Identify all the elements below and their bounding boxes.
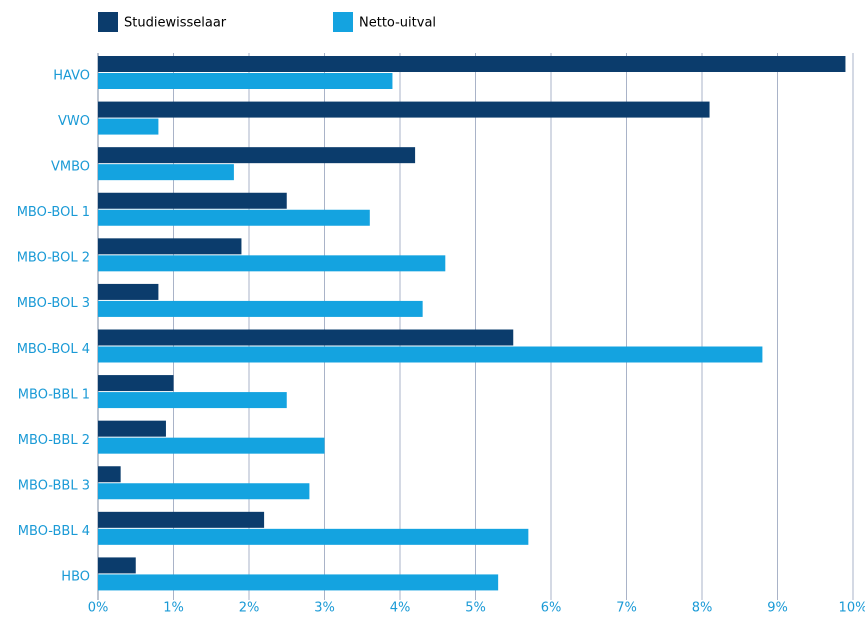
x-tick-label: 9% <box>767 601 788 616</box>
x-tick-label: 7% <box>616 601 637 616</box>
legend-swatch <box>333 12 353 32</box>
bar <box>98 238 242 255</box>
legend-label: Netto-uitval <box>359 16 436 31</box>
y-tick-label: MBO-BOL 3 <box>17 296 90 311</box>
bar <box>98 329 514 346</box>
y-tick-label: VWO <box>58 114 90 129</box>
y-tick-label: MBO-BBL 3 <box>18 479 90 494</box>
bar <box>98 392 287 409</box>
bar <box>98 209 370 226</box>
bar <box>98 192 287 209</box>
bar <box>98 283 159 300</box>
legend-label: Studiewisselaar <box>124 16 227 31</box>
x-tick-label: 2% <box>239 601 260 616</box>
x-tick-label: 5% <box>465 601 486 616</box>
x-tick-label: 0% <box>88 601 109 616</box>
y-tick-label: MBO-BOL 4 <box>17 342 90 357</box>
x-tick-label: 6% <box>541 601 562 616</box>
bar <box>98 73 393 89</box>
bar <box>98 300 423 317</box>
bar <box>98 483 310 500</box>
y-tick-label: MBO-BBL 2 <box>18 433 90 448</box>
bar <box>98 437 325 454</box>
bar <box>98 574 499 591</box>
x-tick-label: 10% <box>839 601 865 616</box>
x-tick-label: 4% <box>390 601 411 616</box>
bar <box>98 466 121 483</box>
bar <box>98 118 159 135</box>
x-tick-label: 3% <box>314 601 335 616</box>
bar <box>98 346 763 363</box>
y-tick-label: HBO <box>61 570 90 585</box>
y-tick-label: MBO-BOL 1 <box>17 205 90 220</box>
bar <box>98 56 846 72</box>
bar <box>98 420 166 437</box>
bar <box>98 101 710 118</box>
y-tick-label: HAVO <box>53 68 90 83</box>
bar <box>98 557 136 574</box>
bar <box>98 375 174 392</box>
y-tick-label: VMBO <box>51 159 90 174</box>
legend-swatch <box>98 12 118 32</box>
bar <box>98 164 234 181</box>
bar <box>98 511 265 528</box>
bar <box>98 528 529 545</box>
x-tick-label: 8% <box>692 601 713 616</box>
y-tick-label: MBO-BBL 1 <box>18 387 90 402</box>
y-tick-label: MBO-BBL 4 <box>18 524 90 539</box>
y-tick-label: MBO-BOL 2 <box>17 251 90 266</box>
x-tick-label: 1% <box>163 601 184 616</box>
bar <box>98 147 416 164</box>
bar <box>98 255 446 272</box>
